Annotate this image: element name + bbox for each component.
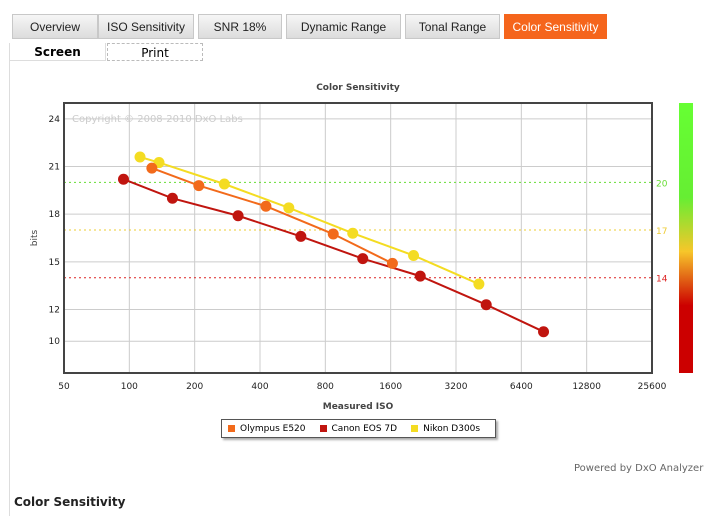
data-point	[260, 200, 272, 212]
data-point	[473, 278, 485, 290]
data-point	[538, 326, 550, 338]
data-point	[295, 230, 307, 242]
legend-label: Canon EOS 7D	[331, 423, 398, 434]
tab-iso-sensitivity[interactable]: ISO Sensitivity	[98, 14, 194, 39]
legend-swatch	[228, 425, 235, 432]
x-tick-label: 6400	[510, 382, 533, 392]
color-scale-bar	[679, 103, 693, 373]
data-point	[347, 227, 359, 239]
tab-snr-18[interactable]: SNR 18%	[198, 14, 282, 39]
x-tick-label: 12800	[572, 382, 601, 392]
x-tick-label: 100	[121, 382, 138, 392]
tab-tonal-range[interactable]: Tonal Range	[405, 14, 500, 39]
x-tick-label: 1600	[379, 382, 402, 392]
data-point	[166, 192, 178, 204]
data-point	[146, 162, 158, 174]
data-point	[232, 210, 244, 222]
series-line-canon-eos-7d	[123, 178, 544, 333]
tab-overview[interactable]: Overview	[12, 14, 98, 39]
y-tick-label: 18	[49, 210, 61, 220]
y-tick-label: 15	[49, 258, 60, 268]
data-point	[134, 151, 146, 163]
x-tick-label: 50	[58, 382, 70, 392]
tab-dynamic-range[interactable]: Dynamic Range	[286, 14, 401, 39]
content-panel	[9, 61, 725, 516]
data-point	[193, 180, 205, 192]
data-point	[414, 270, 426, 282]
x-tick-label: 3200	[445, 382, 468, 392]
legend-label: Olympus E520	[240, 423, 306, 434]
y-tick-label: 24	[49, 115, 61, 125]
subtab-print[interactable]: Print	[107, 43, 203, 61]
x-tick-label: 200	[186, 382, 203, 392]
legend-label: Nikon D300s	[423, 423, 481, 434]
legend-swatch	[319, 425, 327, 432]
data-point	[218, 178, 230, 190]
x-tick-label: 800	[317, 382, 334, 392]
reference-label-17: 17	[656, 227, 667, 237]
data-point	[283, 202, 295, 214]
chart-title: Color Sensitivity	[316, 83, 400, 93]
data-point	[480, 299, 492, 311]
legend-item[interactable]: Olympus E520	[228, 424, 306, 434]
plot-frame	[63, 102, 653, 374]
y-axis-label: bits	[30, 229, 40, 246]
data-point	[327, 228, 339, 240]
x-tick-label: 400	[251, 382, 268, 392]
tab-color-sensitivity[interactable]: Color Sensitivity	[504, 14, 607, 39]
legend-swatch	[411, 425, 419, 432]
data-point	[408, 249, 420, 261]
y-tick-label: 21	[49, 163, 60, 173]
data-point	[118, 173, 130, 185]
reference-label-20: 20	[656, 179, 668, 189]
data-point	[386, 257, 398, 269]
powered-by-text: Powered by DxO Analyzer	[574, 463, 704, 474]
y-tick-label: 10	[49, 337, 61, 347]
x-tick-label: 25600	[638, 382, 667, 392]
x-axis-label: Measured ISO	[323, 402, 394, 412]
legend-item[interactable]: Nikon D300s	[411, 424, 480, 434]
y-tick-label: 12	[49, 305, 60, 315]
reference-label-14: 14	[656, 275, 668, 285]
section-title: Color Sensitivity	[14, 495, 126, 509]
chart-legend: Olympus E520 Canon EOS 7D Nikon D300s	[221, 419, 496, 438]
plot-background	[64, 103, 652, 373]
copyright-watermark: Copyright © 2008-2010 DxO Labs	[72, 114, 243, 125]
data-point	[357, 253, 369, 265]
legend-item[interactable]: Canon EOS 7D	[319, 423, 398, 434]
subtab-screen[interactable]: Screen	[9, 43, 106, 61]
